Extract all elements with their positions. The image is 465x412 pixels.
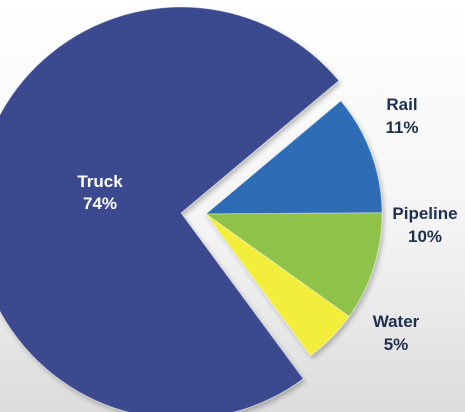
slice-value-truck: 74%: [83, 194, 117, 213]
slice-label-rail: Rail: [386, 95, 417, 114]
slice-label-water: Water: [373, 312, 420, 331]
slice-value-water: 5%: [384, 335, 409, 354]
slice-value-rail: 11%: [385, 118, 418, 137]
slice-label-truck: Truck: [77, 172, 123, 191]
slice-label-pipeline: Pipeline: [392, 204, 457, 223]
pie-slice-pipeline: [204, 212, 383, 318]
pie-slice-truck: [0, 6, 340, 412]
pie-labels: Truck 74% Rail 11% Pipeline 10% Water 5%: [77, 95, 457, 354]
pie-slice-water: [205, 213, 350, 357]
slice-value-pipeline: 10%: [408, 227, 442, 246]
pie-slice-rail: [204, 100, 383, 215]
pie-slices: [0, 6, 383, 412]
